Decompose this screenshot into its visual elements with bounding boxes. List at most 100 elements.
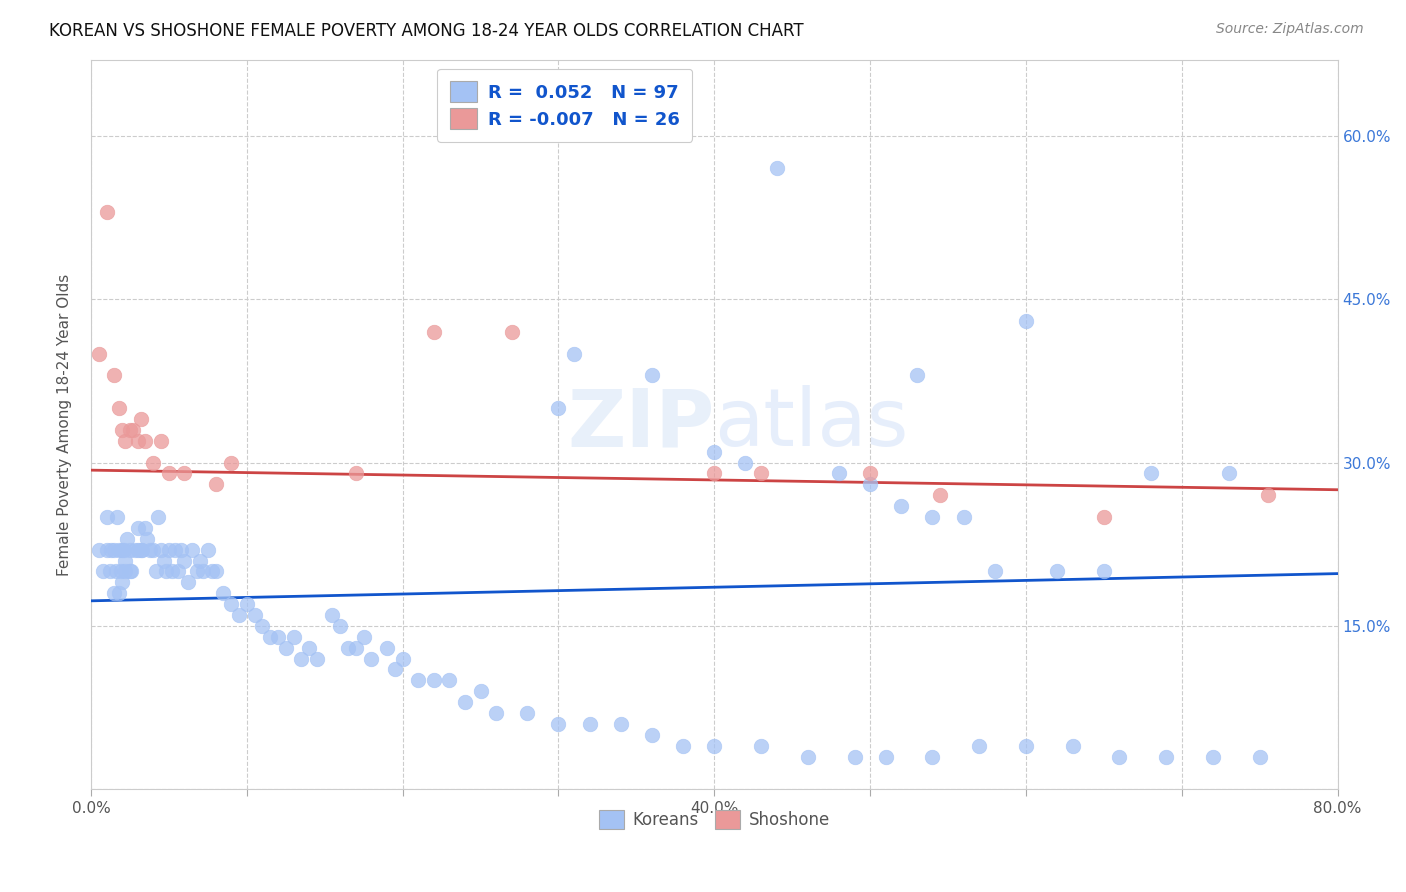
Point — [134, 521, 156, 535]
Point — [1257, 488, 1279, 502]
Point — [127, 542, 149, 557]
Y-axis label: Female Poverty Among 18-24 Year Olds: Female Poverty Among 18-24 Year Olds — [58, 273, 72, 575]
Point — [108, 586, 131, 600]
Point — [173, 467, 195, 481]
Point — [103, 586, 125, 600]
Point — [131, 542, 153, 557]
Point — [145, 565, 167, 579]
Point — [142, 542, 165, 557]
Point — [967, 739, 990, 753]
Point — [672, 739, 695, 753]
Point — [406, 673, 429, 688]
Legend: Koreans, Shoshone: Koreans, Shoshone — [592, 803, 837, 836]
Point — [134, 434, 156, 448]
Point — [96, 205, 118, 219]
Point — [298, 640, 321, 655]
Point — [236, 597, 259, 611]
Point — [111, 423, 134, 437]
Point — [501, 325, 523, 339]
Point — [87, 346, 110, 360]
Point — [344, 467, 367, 481]
Point — [859, 477, 882, 491]
Point — [142, 456, 165, 470]
Point — [454, 695, 477, 709]
Point — [173, 553, 195, 567]
Point — [547, 717, 569, 731]
Point — [100, 542, 122, 557]
Point — [1202, 749, 1225, 764]
Point — [120, 565, 142, 579]
Point — [129, 412, 152, 426]
Point — [547, 401, 569, 415]
Point — [136, 532, 159, 546]
Point — [150, 542, 173, 557]
Point — [115, 532, 138, 546]
Point — [703, 739, 725, 753]
Point — [1046, 565, 1069, 579]
Text: KOREAN VS SHOSHONE FEMALE POVERTY AMONG 18-24 YEAR OLDS CORRELATION CHART: KOREAN VS SHOSHONE FEMALE POVERTY AMONG … — [49, 22, 804, 40]
Text: ZIP: ZIP — [567, 385, 714, 464]
Point — [329, 619, 352, 633]
Point — [181, 542, 204, 557]
Point — [290, 651, 312, 665]
Point — [734, 456, 756, 470]
Point — [516, 706, 538, 720]
Point — [641, 728, 664, 742]
Point — [176, 575, 198, 590]
Point — [150, 434, 173, 448]
Point — [98, 565, 121, 579]
Point — [108, 401, 131, 415]
Point — [112, 542, 135, 557]
Point — [108, 542, 131, 557]
Point — [274, 640, 297, 655]
Point — [160, 565, 183, 579]
Point — [153, 553, 176, 567]
Point — [875, 749, 897, 764]
Point — [1154, 749, 1177, 764]
Point — [859, 467, 882, 481]
Point — [423, 325, 446, 339]
Point — [124, 542, 146, 557]
Point — [1139, 467, 1161, 481]
Point — [1015, 739, 1038, 753]
Point — [139, 542, 162, 557]
Point — [114, 434, 136, 448]
Point — [1249, 749, 1271, 764]
Point — [107, 510, 129, 524]
Point — [170, 542, 193, 557]
Point — [305, 651, 328, 665]
Point — [384, 662, 406, 676]
Point — [157, 542, 180, 557]
Point — [228, 607, 250, 622]
Point — [703, 444, 725, 458]
Point — [127, 434, 149, 448]
Point — [1108, 749, 1130, 764]
Point — [905, 368, 928, 383]
Point — [952, 510, 974, 524]
Point — [423, 673, 446, 688]
Point — [267, 630, 290, 644]
Point — [703, 467, 725, 481]
Point — [921, 510, 943, 524]
Point — [1092, 565, 1115, 579]
Point — [243, 607, 266, 622]
Text: Source: ZipAtlas.com: Source: ZipAtlas.com — [1216, 22, 1364, 37]
Point — [1062, 739, 1084, 753]
Point — [344, 640, 367, 655]
Text: atlas: atlas — [714, 385, 908, 464]
Point — [165, 542, 187, 557]
Point — [578, 717, 600, 731]
Point — [765, 161, 787, 176]
Point — [797, 749, 820, 764]
Point — [167, 565, 190, 579]
Point — [201, 565, 224, 579]
Point — [212, 586, 235, 600]
Point — [259, 630, 281, 644]
Point — [197, 542, 219, 557]
Point — [485, 706, 508, 720]
Point — [110, 565, 132, 579]
Point — [111, 542, 134, 557]
Point — [103, 368, 125, 383]
Point — [103, 542, 125, 557]
Point — [87, 542, 110, 557]
